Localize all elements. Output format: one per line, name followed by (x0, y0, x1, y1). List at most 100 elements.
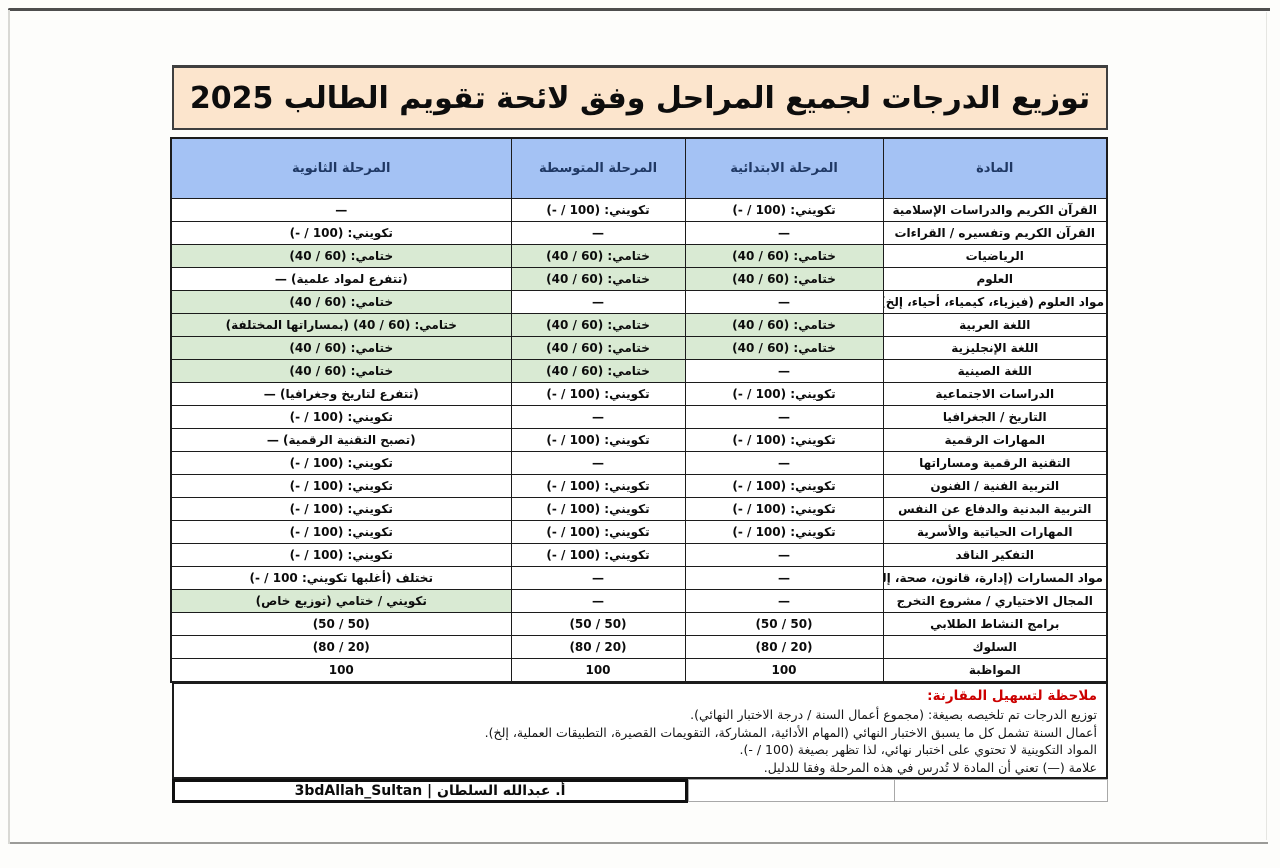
table-row: المهارات الحياتية والأسرية تكويني: (100 /… (170, 520, 1108, 544)
grade-cell-middle: (50 / 50) (510, 612, 686, 636)
grade-cell-middle: تكويني: (100 / -) (510, 382, 686, 406)
subject-cell: المجال الاختياري / مشروع التخرج (882, 589, 1108, 613)
grade-cell-secondary: تكويني: (100 / -) (170, 221, 512, 245)
grade-cell-primary: — (684, 451, 884, 475)
grade-cell-secondary: ختامي: (60 / 40) (170, 244, 512, 268)
header-row: المادة المرحلة الابتدائية المرحلة المتوس… (170, 137, 1108, 199)
grade-cell-primary: ختامي: (60 / 40) (684, 244, 884, 268)
page-title: توزيع الدرجات لجميع المراحل وفق لائحة تق… (172, 65, 1108, 130)
grade-cell-primary: (50 / 50) (684, 612, 884, 636)
grade-cell-primary: تكويني: (100 / -) (684, 428, 884, 452)
grade-cell-primary: (80 / 20) (684, 635, 884, 659)
table-row: الرياضيات ختامي: (60 / 40) ختامي: (60 / 40… (170, 244, 1108, 268)
notes-lines: توزيع الدرجات تم تلخيصه بصيغة: (مجموع أع… (183, 706, 1097, 776)
table-row: التفكير الناقد — تكويني: (100 / -) تكويني: … (170, 543, 1108, 567)
grade-cell-middle: ختامي: (60 / 40) (510, 244, 686, 268)
grade-cell-primary: — (684, 405, 884, 429)
photo-bottom-edge (10, 842, 1268, 844)
grade-cell-middle: — (510, 589, 686, 613)
grade-cell-secondary: تكويني: (100 / -) (170, 497, 512, 521)
grade-cell-secondary: ختامي: (60 / 40) (170, 336, 512, 360)
grade-cell-middle: — (510, 221, 686, 245)
table-row: الدراسات الاجتماعية تكويني: (100 / -) تكوي… (170, 382, 1108, 406)
table-row: برامج النشاط الطلابي (50 / 50) (50 / 50) (5… (170, 612, 1108, 636)
grade-cell-primary: تكويني: (100 / -) (684, 497, 884, 521)
grade-cell-secondary: (تتفرع لمواد علمية) — (170, 267, 512, 291)
note-line: أعمال السنة تشمل كل ما يسبق الاختبار الن… (484, 724, 1097, 740)
grades-table: المادة المرحلة الابتدائية المرحلة المتوس… (170, 137, 1108, 683)
note-line: توزيع الدرجات تم تلخيصه بصيغة: (مجموع أع… (690, 707, 1097, 722)
grade-cell-middle: — (510, 566, 686, 590)
subject-cell: التاريخ / الجغرافيا (882, 405, 1108, 429)
table-row: مواد العلوم (فيزياء، كيمياء، أحياء، إلخ)… (170, 290, 1108, 314)
table-row: اللغة الصينية — ختامي: (60 / 40) ختامي: (60… (170, 359, 1108, 383)
grade-cell-middle: تكويني: (100 / -) (510, 198, 686, 222)
column-header-subject: المادة (882, 137, 1108, 199)
grade-cell-middle: تكويني: (100 / -) (510, 474, 686, 498)
table-row: التاريخ / الجغرافيا — — تكويني: (100 / -) (170, 405, 1108, 429)
grade-cell-secondary: (تتفرع لتاريخ وجغرافيا) — (170, 382, 512, 406)
notes-box: ملاحظة لتسهيل المقارنة: توزيع الدرجات تم… (172, 683, 1108, 779)
subject-cell: اللغة الصينية (882, 359, 1108, 383)
table-row: اللغة الإنجليزية ختامي: (60 / 40) ختامي: (… (170, 336, 1108, 360)
subject-cell: التربية البدنية والدفاع عن النفس (882, 497, 1108, 521)
grade-cell-secondary: تكويني: (100 / -) (170, 451, 512, 475)
table-row: القرآن الكريم والدراسات الإسلامية تكويني:… (170, 198, 1108, 222)
grade-cell-middle: ختامي: (60 / 40) (510, 336, 686, 360)
table-row: المواظبة 100 100 100 (170, 658, 1108, 683)
footer-empty-cell (688, 779, 894, 802)
grade-cell-secondary: — (170, 198, 512, 222)
footer-empty-cell (894, 779, 1108, 802)
subject-cell: السلوك (882, 635, 1108, 659)
grade-cell-secondary: ختامي: (60 / 40) (بمساراتها المختلفة) (170, 313, 512, 337)
grades-document: توزيع الدرجات لجميع المراحل وفق لائحة تق… (170, 65, 1108, 803)
table-row: المجال الاختياري / مشروع التخرج — — تكويني … (170, 589, 1108, 613)
table-row: المهارات الرقمية تكويني: (100 / -) تكويني:… (170, 428, 1108, 452)
grade-cell-secondary: تكويني: (100 / -) (170, 543, 512, 567)
table-row: القرآن الكريم وتفسيره / القراءات — — تكويني… (170, 221, 1108, 245)
subject-cell: مواد العلوم (فيزياء، كيمياء، أحياء، إلخ) (882, 290, 1108, 314)
grade-cell-primary: ختامي: (60 / 40) (684, 336, 884, 360)
grade-cell-primary: — (684, 543, 884, 567)
subject-cell: القرآن الكريم وتفسيره / القراءات (882, 221, 1108, 245)
column-header-secondary: المرحلة الثانوية (170, 137, 512, 199)
column-header-middle: المرحلة المتوسطة (510, 137, 686, 199)
subject-cell: التربية الفنية / الفنون (882, 474, 1108, 498)
note-line: المواد التكوينية لا تحتوي على اختبار نها… (739, 742, 1097, 757)
grade-cell-primary: — (684, 589, 884, 613)
note-line: علامة (—) تعني أن المادة لا تُدرس في هذه… (763, 759, 1097, 775)
subject-cell: المهارات الحياتية والأسرية (882, 520, 1108, 544)
grade-cell-secondary: تكويني: (100 / -) (170, 520, 512, 544)
grade-cell-middle: (80 / 20) (510, 635, 686, 659)
photo-right-edge (1266, 12, 1267, 840)
grade-cell-middle: تكويني: (100 / -) (510, 497, 686, 521)
subject-cell: الدراسات الاجتماعية (882, 382, 1108, 406)
grade-cell-secondary: تكويني: (100 / -) (170, 405, 512, 429)
grade-cell-middle: — (510, 290, 686, 314)
table-row: السلوك (80 / 20) (80 / 20) (80 / 20) (170, 635, 1108, 659)
grade-cell-secondary: ختامي: (60 / 40) (170, 359, 512, 383)
grade-cell-secondary: تكويني / ختامي (توزيع خاص) (170, 589, 512, 613)
table-row: العلوم ختامي: (60 / 40) ختامي: (60 / 40) (ت… (170, 267, 1108, 291)
grade-cell-secondary: تكويني: (100 / -) (170, 474, 512, 498)
subject-cell: المواظبة (882, 658, 1108, 683)
photo-top-edge (8, 8, 1270, 11)
grade-cell-primary: 100 (684, 658, 884, 683)
column-header-primary: المرحلة الابتدائية (684, 137, 884, 199)
grade-cell-primary: تكويني: (100 / -) (684, 474, 884, 498)
grade-cell-secondary: تختلف (أغلبها تكويني: 100 / -) (170, 566, 512, 590)
grade-cell-secondary: (80 / 20) (170, 635, 512, 659)
subject-cell: الرياضيات (882, 244, 1108, 268)
grade-cell-middle: ختامي: (60 / 40) (510, 267, 686, 291)
subject-cell: اللغة العربية (882, 313, 1108, 337)
grade-cell-middle: — (510, 451, 686, 475)
subject-cell: العلوم (882, 267, 1108, 291)
grade-cell-primary: — (684, 290, 884, 314)
table-row: مواد المسارات (إدارة، قانون، صحة، إلخ) — —… (170, 566, 1108, 590)
grade-cell-primary: تكويني: (100 / -) (684, 382, 884, 406)
grade-cell-middle: تكويني: (100 / -) (510, 520, 686, 544)
table-row: التربية الفنية / الفنون تكويني: (100 / -)… (170, 474, 1108, 498)
notes-heading: ملاحظة لتسهيل المقارنة: (927, 688, 1097, 704)
subject-cell: القرآن الكريم والدراسات الإسلامية (882, 198, 1108, 222)
